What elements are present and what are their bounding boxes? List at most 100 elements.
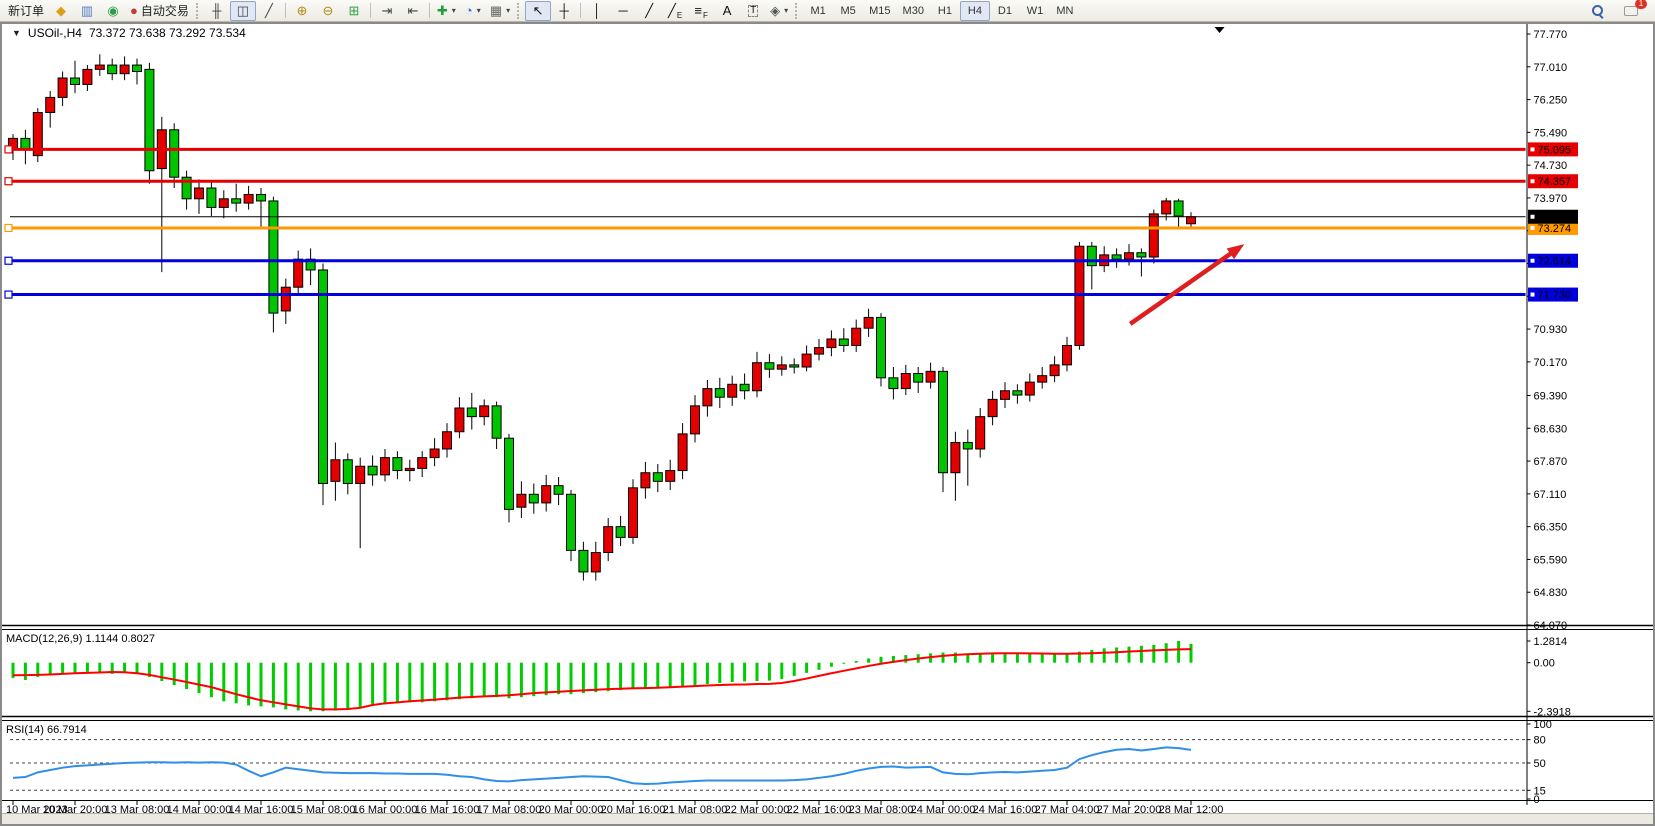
price-badge-75.095: 75.095 xyxy=(1528,142,1578,157)
search-button[interactable] xyxy=(1585,1,1611,21)
hline-73.274[interactable] xyxy=(4,223,1526,233)
svg-text:75.095: 75.095 xyxy=(1538,144,1572,156)
svg-text:0: 0 xyxy=(1534,794,1540,806)
price-badge-74.357: 74.357 xyxy=(1528,174,1578,189)
search-icon xyxy=(1592,4,1604,17)
fibonacci-button[interactable]: ≡ F xyxy=(688,1,714,21)
rsi-levels xyxy=(10,739,1526,791)
rsi-label: RSI(14) 66.7914 xyxy=(6,724,87,736)
chart-menu-caret-icon[interactable]: ▼ xyxy=(12,28,21,38)
candlestick-icon: ◫ xyxy=(236,3,250,18)
shapes-button[interactable]: ◈ ▾ xyxy=(766,1,792,21)
autotrade-button-label: 自动交易 xyxy=(140,4,189,18)
timeframe-w1[interactable]: W1 xyxy=(1026,4,1044,17)
svg-text:22 Mar 00:00: 22 Mar 00:00 xyxy=(725,804,790,814)
auto-scroll-button[interactable]: ⇥ xyxy=(374,1,400,21)
macd-histogram xyxy=(11,641,1193,712)
channel-icon-subscript: E xyxy=(676,10,683,20)
dropdown-arrow-icon[interactable]: ▾ xyxy=(476,6,481,15)
chart-shift-button[interactable]: ⇤ xyxy=(400,1,426,21)
candlestick-button[interactable]: ◫ xyxy=(229,0,256,21)
svg-text:23 Mar 08:00: 23 Mar 08:00 xyxy=(849,804,914,814)
trendline-button[interactable]: ╱ xyxy=(636,1,662,21)
hline-72.514[interactable] xyxy=(4,256,1526,265)
main-toolbar: 新订单 ◆ ▥ ◉ ● 自动交易 ╫ ◫ ╱ ⊕ ⊖ ⊞ ⇥ ⇤ ✚ ▾ ◔ ▾ ▦ ▾ ↖ ┼ │ ─ ╱ ╱ E ≡ F A T ◈ ▾ M… xyxy=(0,0,1655,22)
svg-text:16 Mar 16:00: 16 Mar 16:00 xyxy=(415,804,480,814)
svg-text:-2.3918: -2.3918 xyxy=(1534,706,1571,718)
text-label-button[interactable]: T xyxy=(740,1,766,21)
line-chart-button[interactable]: ╱ xyxy=(256,1,282,21)
crosshair-button[interactable]: ┼ xyxy=(551,1,577,21)
cursor-icon: ↖ xyxy=(532,3,544,18)
horizontal-line-button[interactable]: ─ xyxy=(610,1,636,21)
trend-arrow[interactable] xyxy=(1128,244,1245,326)
dropdown-arrow-icon[interactable]: ▾ xyxy=(784,6,789,15)
hline-74.357[interactable] xyxy=(4,177,1526,186)
fibo-icon: ≡ xyxy=(694,3,702,18)
tile-windows-icon: ⊞ xyxy=(348,3,360,18)
periods-button[interactable]: ◔ ▾ xyxy=(460,1,486,21)
hline-71.730[interactable] xyxy=(4,290,1526,299)
text-button[interactable]: A xyxy=(714,1,740,21)
chart-ohlc-label: 73.372 73.638 73.292 73.534 xyxy=(88,26,246,40)
svg-text:77.770: 77.770 xyxy=(1534,29,1568,41)
timeframe-d1[interactable]: D1 xyxy=(997,4,1012,17)
svg-text:73.274: 73.274 xyxy=(1538,223,1572,235)
tile-windows-button[interactable]: ⊞ xyxy=(341,1,367,21)
svg-text:15 Mar 08:00: 15 Mar 08:00 xyxy=(291,804,356,814)
templates-button[interactable]: ▦ ▾ xyxy=(486,1,514,21)
timeframe-m15[interactable]: M15 xyxy=(869,4,891,17)
deposit-button[interactable]: ◆ xyxy=(48,1,74,21)
dropdown-arrow-icon[interactable]: ▾ xyxy=(506,6,511,15)
autotrade-button[interactable]: ● 自动交易 xyxy=(126,1,193,21)
terminal-button[interactable]: ▥ xyxy=(74,1,100,21)
template-icon: ▦ xyxy=(489,3,503,18)
fibo-icon-subscript: F xyxy=(702,10,708,20)
zoom-in-button[interactable]: ⊕ xyxy=(289,1,315,21)
bar-chart-button[interactable]: ╫ xyxy=(204,1,230,21)
svg-text:22 Mar 16:00: 22 Mar 16:00 xyxy=(787,804,852,814)
zoom-out-button[interactable]: ⊖ xyxy=(315,1,341,21)
timeframe-m5[interactable]: M5 xyxy=(840,4,856,17)
chart-titlebar: ▼ USOil-,H4 73.372 73.638 73.292 73.534 xyxy=(12,26,246,40)
line-chart-icon: ╱ xyxy=(264,3,273,18)
chart-shift-marker[interactable] xyxy=(1214,27,1225,33)
timeframe-mn[interactable]: MN xyxy=(1056,4,1074,17)
price-axis[interactable]: 77.77077.01076.25075.49074.73073.97073.2… xyxy=(1526,29,1568,632)
svg-text:1.2814: 1.2814 xyxy=(1534,636,1568,648)
svg-text:27 Mar 20:00: 27 Mar 20:00 xyxy=(1097,804,1162,814)
timeframe-m30[interactable]: M30 xyxy=(902,4,924,17)
signals-button[interactable]: ◉ xyxy=(100,1,126,21)
svg-text:75.490: 75.490 xyxy=(1534,127,1568,139)
toolbar-separator xyxy=(369,3,371,18)
cursor-button[interactable]: ↖ xyxy=(525,0,552,21)
bid-price-badge: 73.534 xyxy=(1528,209,1578,224)
vertical-line-button[interactable]: │ xyxy=(584,1,610,21)
timeframe-h1[interactable]: H1 xyxy=(937,4,952,17)
svg-text:70.930: 70.930 xyxy=(1534,324,1568,336)
rsi-axis[interactable]: 100 80 50 150 xyxy=(1526,719,1552,806)
toolbar-buttons: 新订单 ◆ ▥ ◉ ● 自动交易 ╫ ◫ ╱ ⊕ ⊖ ⊞ ⇥ ⇤ ✚ ▾ ◔ ▾ ▦ ▾ ↖ ┼ │ ─ ╱ ╱ E ≡ F A T ◈ ▾ xyxy=(4,0,803,21)
dropdown-arrow-icon[interactable]: ▾ xyxy=(451,6,456,15)
svg-text:67.110: 67.110 xyxy=(1534,489,1567,501)
autotrade-icon: ● xyxy=(130,3,138,18)
timeframe-m1[interactable]: M1 xyxy=(810,4,826,17)
notifications-button[interactable]: 1 xyxy=(1619,0,1647,21)
svg-text:66.350: 66.350 xyxy=(1534,522,1568,534)
macd-axis[interactable]: 1.2814 0.00 -2.3918 xyxy=(1526,636,1571,718)
svg-text:71.730: 71.730 xyxy=(1538,290,1572,302)
svg-text:20 Mar 00:00: 20 Mar 00:00 xyxy=(539,804,604,814)
indicators-button[interactable]: ✚ ▾ xyxy=(433,1,460,21)
price-badge-71.730: 71.730 xyxy=(1528,287,1578,302)
hline-75.095[interactable] xyxy=(4,145,1526,154)
svg-text:10 Mar 20:00: 10 Mar 20:00 xyxy=(43,804,108,814)
funnel-icon: ◆ xyxy=(56,3,67,18)
svg-text:74.730: 74.730 xyxy=(1534,160,1568,172)
timeframe-h4[interactable]: H4 xyxy=(959,0,990,21)
new-order-button[interactable]: 新订单 xyxy=(4,1,48,21)
svg-text:73.534: 73.534 xyxy=(1538,212,1572,224)
toolbar-drag-handle xyxy=(795,2,800,19)
auto-scroll-icon: ⇥ xyxy=(381,3,393,18)
channel-button[interactable]: ╱ E xyxy=(662,1,688,21)
